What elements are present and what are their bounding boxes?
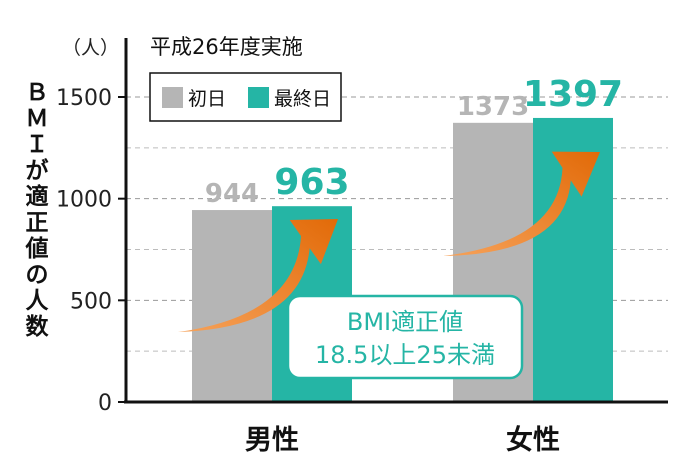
data-label: 1373 xyxy=(457,92,529,122)
increase-arrow-icon xyxy=(178,219,338,332)
annotation-line: BMI適正値 xyxy=(347,308,463,336)
bmi-annotation: BMI適正値 18.5以上25未満 xyxy=(286,294,524,380)
y-axis-label-char: Ｍ xyxy=(25,106,49,132)
bar-first-day xyxy=(192,210,272,402)
chart-title: 平成26年度実施 xyxy=(150,35,303,59)
y-tick-label: 1000 xyxy=(56,188,112,213)
y-axis-label-char: の xyxy=(25,262,49,288)
data-label: 963 xyxy=(274,162,349,203)
y-axis-label-char: Ｉ xyxy=(25,132,49,158)
legend-label: 最終日 xyxy=(274,88,331,110)
legend-label: 初日 xyxy=(188,88,226,110)
increase-arrow-icon xyxy=(443,151,600,256)
arrows xyxy=(178,151,600,332)
data-label: 1397 xyxy=(523,74,623,115)
legend-swatch xyxy=(162,87,183,108)
y-axis-label-char: 数 xyxy=(25,314,49,340)
unit-label: （人） xyxy=(62,37,119,59)
legend-swatch xyxy=(248,87,269,108)
legend: 初日 最終日 xyxy=(149,72,342,122)
x-category-label: 女性 xyxy=(506,424,560,456)
y-axis-label-char: が xyxy=(25,158,49,184)
annotation-box xyxy=(286,294,524,380)
annotation-line: 18.5以上25未満 xyxy=(315,341,495,369)
x-category-labels: 男性 女性 xyxy=(245,424,560,456)
y-axis-label-char: 人 xyxy=(25,288,49,314)
axes xyxy=(124,38,668,404)
x-category-label: 男性 xyxy=(245,425,299,456)
data-label: 944 xyxy=(205,179,259,209)
y-axis-label-char: 適 xyxy=(25,184,49,210)
y-ticks: 0 500 1000 1500 xyxy=(56,86,126,416)
y-tick-label: 500 xyxy=(70,289,112,314)
y-tick-label: 0 xyxy=(98,391,112,416)
y-tick-label: 1500 xyxy=(56,86,112,111)
y-axis-label-char: 正 xyxy=(25,210,49,236)
y-axis-label-char: Ｂ xyxy=(25,80,49,106)
y-axis-label-char: 値 xyxy=(25,236,49,262)
